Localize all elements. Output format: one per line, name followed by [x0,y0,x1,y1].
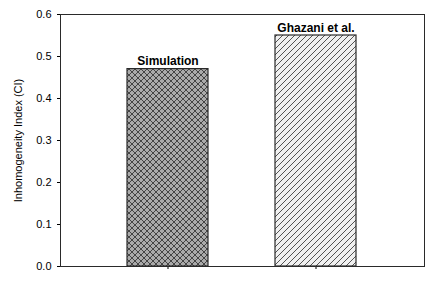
svg-text:0.0: 0.0 [36,260,51,272]
svg-text:0.3: 0.3 [36,134,51,146]
svg-text:0.4: 0.4 [36,92,51,104]
svg-text:0.5: 0.5 [36,50,51,62]
svg-text:0.1: 0.1 [36,218,51,230]
svg-text:0.2: 0.2 [36,176,51,188]
svg-text:0.6: 0.6 [36,8,51,20]
svg-text:Ghazani et al.: Ghazani et al. [277,21,354,35]
svg-text:Simulation: Simulation [137,54,198,68]
svg-text:Inhomogeneity Index (CI): Inhomogeneity Index (CI) [12,79,24,203]
